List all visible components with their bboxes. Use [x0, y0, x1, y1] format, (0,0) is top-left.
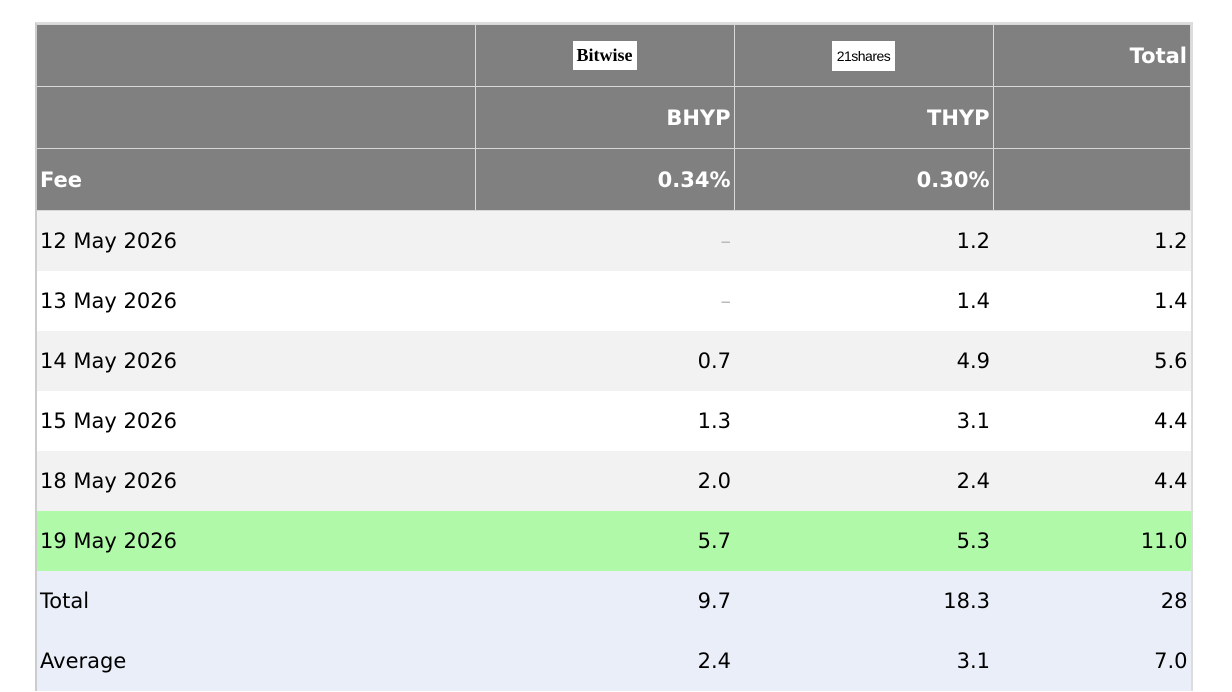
row-label: 19 May 2026	[37, 511, 475, 571]
fee-label: Fee	[37, 148, 476, 211]
cell: 4.9	[734, 331, 993, 391]
row-label: 18 May 2026	[37, 451, 475, 511]
cell: 1.3	[475, 391, 734, 451]
row-label: 12 May 2026	[37, 210, 475, 271]
ticker: BHYP	[474, 86, 735, 149]
cell: 2.0	[475, 451, 734, 511]
header-cell	[992, 86, 1191, 149]
header-row: Bitwise 21shares Total	[37, 24, 1191, 87]
table-row: 14 May 2026 0.7 4.9 5.6	[37, 331, 1191, 391]
table-row: 19 May 2026 5.7 5.3 11.0	[37, 511, 1191, 571]
cell: 3.1	[734, 631, 993, 691]
cell: 1.2	[993, 210, 1191, 271]
flows-table: Bitwise 21shares Total BHYP THYP Fee 0.3…	[37, 24, 1191, 691]
table-row: 13 May 2026–1.4 1.4	[37, 271, 1191, 331]
table-body: Bitwise 21shares Total BHYP THYP Fee 0.3…	[37, 24, 1191, 691]
row-label: Average	[37, 631, 475, 691]
row-label: 15 May 2026	[37, 391, 475, 451]
cell: 5.3	[734, 511, 993, 571]
fee: 0.34%	[474, 148, 735, 211]
cell: 18.3	[734, 571, 993, 631]
cell: 0.7	[475, 331, 734, 391]
cell: 3.1	[734, 391, 993, 451]
ticker-row: BHYP THYP	[37, 86, 1191, 149]
header-total: Total	[992, 24, 1191, 87]
cell: 9.7	[475, 571, 734, 631]
cell: 4.4	[993, 391, 1191, 451]
header-cell: 21shares	[733, 24, 994, 87]
cell: 7.0	[993, 631, 1191, 691]
cell: 5.7	[475, 511, 734, 571]
fee-row: Fee 0.34% 0.30%	[37, 148, 1191, 211]
table-frame: Bitwise 21shares Total BHYP THYP Fee 0.3…	[35, 22, 1193, 691]
cell: 4.4	[993, 451, 1191, 511]
row-label: Total	[37, 571, 475, 631]
header-cell	[992, 148, 1191, 211]
cell: –	[475, 210, 734, 271]
table-row: 18 May 2026 2.0 2.4 4.4	[37, 451, 1191, 511]
cell: 1.4	[734, 271, 993, 331]
cell: 2.4	[475, 631, 734, 691]
table-row: Total 9.7 18.3 28	[37, 571, 1191, 631]
fee: 0.30%	[733, 148, 994, 211]
header-cell	[37, 86, 476, 149]
cell: 1.4	[993, 271, 1191, 331]
brand-logo: Bitwise	[572, 41, 637, 70]
table-row: 15 May 2026 1.3 3.1 4.4	[37, 391, 1191, 451]
cell: 11.0	[993, 511, 1191, 571]
brand-logo: 21shares	[831, 40, 896, 71]
ticker: THYP	[733, 86, 994, 149]
cell: 28	[993, 571, 1191, 631]
header-cell: Bitwise	[474, 24, 735, 87]
row-label: 13 May 2026	[37, 271, 475, 331]
cell: 1.2	[734, 210, 993, 271]
cell: –	[475, 271, 734, 331]
row-label: 14 May 2026	[37, 331, 475, 391]
cell: 5.6	[993, 331, 1191, 391]
table-row: Average 2.4 3.1 7.0	[37, 631, 1191, 691]
cell: 2.4	[734, 451, 993, 511]
header-cell	[37, 24, 476, 87]
table-row: 12 May 2026–1.2 1.2	[37, 210, 1191, 271]
